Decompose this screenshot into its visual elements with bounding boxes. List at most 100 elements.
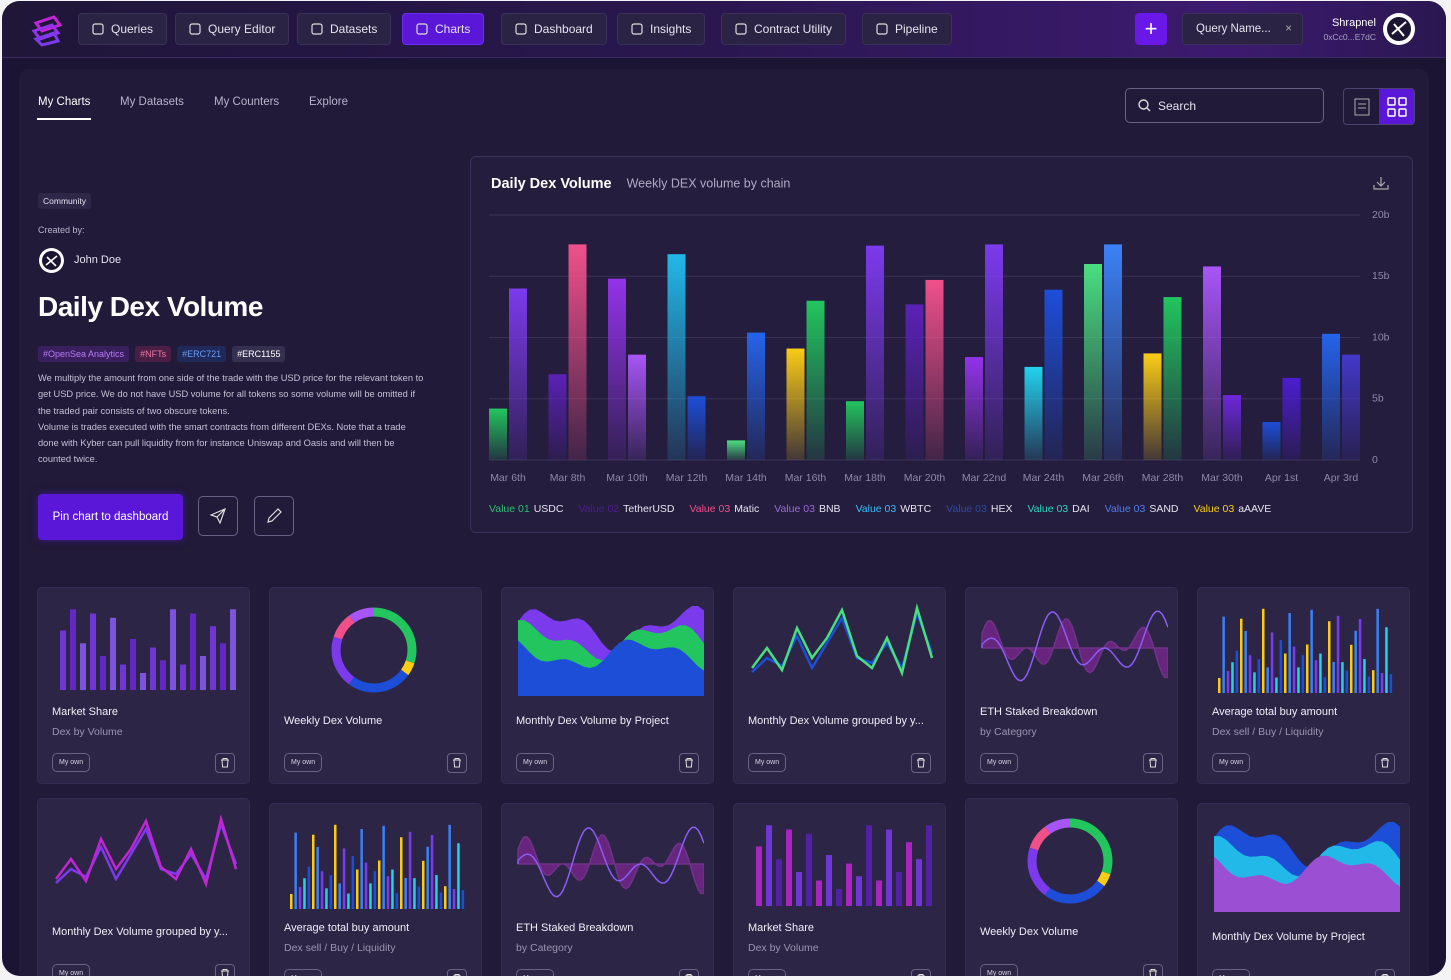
nav-icon: [92, 23, 104, 35]
search-box[interactable]: Search: [1125, 88, 1324, 123]
grid-view-button[interactable]: [1379, 89, 1414, 124]
bar: [1203, 266, 1221, 460]
trash-icon: [1381, 974, 1389, 976]
tag: #ERC1155: [232, 346, 286, 362]
nav-button[interactable]: Contract Utility: [721, 13, 847, 45]
chart-card-tile[interactable]: Market Share Dex by Volume My own: [37, 587, 250, 784]
legend-name: HEX: [991, 503, 1013, 515]
delete-button[interactable]: [1375, 969, 1395, 976]
delete-button[interactable]: [447, 753, 467, 773]
pin-button[interactable]: Pin chart to dashboard: [38, 494, 183, 540]
nav-button[interactable]: Queries: [78, 13, 168, 45]
x-tick-label: Mar 18th: [844, 472, 886, 484]
thumb-bar: [776, 859, 782, 906]
legend-name: SAND: [1149, 503, 1179, 515]
user-avatar[interactable]: [1382, 12, 1416, 46]
tab[interactable]: My Datasets: [120, 96, 184, 108]
chart-card-tile[interactable]: ETH Staked Breakdown by Category My own: [501, 803, 714, 976]
thumb-spike: [382, 825, 385, 909]
delete-button[interactable]: [1143, 964, 1163, 976]
card-subtitle: Dex sell / Buy / Liquidity: [284, 942, 396, 954]
chart-card-tile[interactable]: Monthly Dex Volume grouped by y... My own: [733, 587, 946, 784]
list-view-button[interactable]: [1344, 89, 1379, 124]
thumb-spike: [320, 871, 324, 909]
thumb-spike: [435, 875, 438, 909]
query-tab[interactable]: Query Name... ×: [1182, 13, 1303, 45]
thumb-bar: [190, 613, 196, 690]
tab[interactable]: Explore: [309, 96, 348, 108]
legend-name: DAI: [1072, 503, 1090, 515]
thumb-wave: [517, 833, 704, 895]
thumb-bar: [816, 880, 822, 906]
delete-button[interactable]: [911, 753, 931, 773]
thumb-bar: [826, 855, 832, 906]
chart-card-tile[interactable]: Weekly Dex Volume My own: [269, 587, 482, 784]
delete-button[interactable]: [679, 753, 699, 773]
chart-card-tile[interactable]: Average total buy amount Dex sell / Buy /…: [1197, 587, 1410, 784]
thumb-spike: [1292, 646, 1296, 693]
edit-button[interactable]: [254, 496, 294, 536]
trash-icon: [685, 758, 693, 768]
share-button[interactable]: [198, 496, 238, 536]
nav-label: Pipeline: [895, 22, 938, 36]
card-subtitle: Dex by Volume: [748, 942, 819, 954]
thumb-spike: [1376, 608, 1379, 693]
legend-label: Value 03: [856, 503, 897, 515]
nav-button[interactable]: Datasets: [297, 13, 392, 45]
card-badge: My own: [980, 964, 1019, 976]
bar: [1163, 297, 1182, 460]
thumb-spike: [329, 875, 333, 909]
chart: Daily Dex Volume Weekly DEX volume by ch…: [489, 176, 1390, 515]
thumb-spike: [298, 887, 302, 909]
nav-button[interactable]: Pipeline: [862, 13, 952, 45]
thumb-spike: [1270, 632, 1274, 693]
delete-button[interactable]: [215, 964, 235, 976]
delete-button[interactable]: [1143, 753, 1163, 773]
bar: [866, 245, 884, 460]
tab[interactable]: My Charts: [38, 96, 91, 108]
thumb-spike: [1279, 640, 1283, 693]
delete-button[interactable]: [911, 969, 931, 976]
thumbnail: [756, 825, 932, 906]
chart-card-tile[interactable]: Monthly Dex Volume grouped by y... My own: [37, 798, 250, 976]
bar: [925, 279, 944, 460]
bar: [1282, 377, 1301, 460]
delete-button[interactable]: [447, 969, 467, 976]
chart-card-tile[interactable]: Monthly Dex Volume by Project My own: [501, 587, 714, 784]
thumb-spike: [351, 856, 355, 909]
thumb-spike: [404, 877, 407, 909]
thumb-spike: [1284, 653, 1287, 693]
x-tick-label: Mar 24th: [1023, 472, 1065, 484]
tab[interactable]: My Counters: [214, 96, 280, 108]
chart-card-tile[interactable]: Monthly Dex Volume by Project My own: [1197, 803, 1410, 976]
chart-card-tile[interactable]: Average total buy amount Dex sell / Buy /…: [269, 803, 482, 976]
delete-button[interactable]: [215, 753, 235, 773]
icon-shape: [92, 23, 104, 35]
chart-card-tile[interactable]: Weekly Dex Volume My own: [965, 798, 1178, 976]
thumb-bar: [100, 656, 106, 690]
chart-card-tile[interactable]: Market Share Dex by Volume My own: [733, 803, 946, 976]
thumb-spike: [316, 846, 319, 909]
close-icon[interactable]: ×: [1285, 23, 1292, 35]
thumb-spike: [400, 837, 403, 909]
thumb-area: [1214, 855, 1400, 912]
card-title: Monthly Dex Volume grouped by y...: [748, 715, 924, 727]
nav-button[interactable]: Charts: [402, 13, 485, 45]
nav-button[interactable]: Insights: [617, 13, 706, 45]
thumb-spike: [338, 883, 341, 909]
delete-button[interactable]: [679, 969, 699, 976]
logo[interactable]: [30, 13, 64, 47]
delete-button[interactable]: [1375, 753, 1395, 773]
bar: [905, 304, 924, 460]
download-icon[interactable]: [1373, 177, 1389, 190]
x-tick-label: Mar 22nd: [962, 472, 1007, 484]
add-button[interactable]: +: [1135, 13, 1167, 45]
thumb-spike: [1372, 670, 1375, 693]
thumb-spike: [1341, 662, 1344, 693]
thumb-spike: [1266, 667, 1269, 693]
thumb-spike: [325, 888, 328, 909]
chart-card-tile[interactable]: ETH Staked Breakdown by Category My own: [965, 587, 1178, 784]
nav-button[interactable]: Query Editor: [175, 13, 290, 45]
nav-button[interactable]: Dashboard: [501, 13, 607, 45]
bar: [548, 374, 567, 460]
